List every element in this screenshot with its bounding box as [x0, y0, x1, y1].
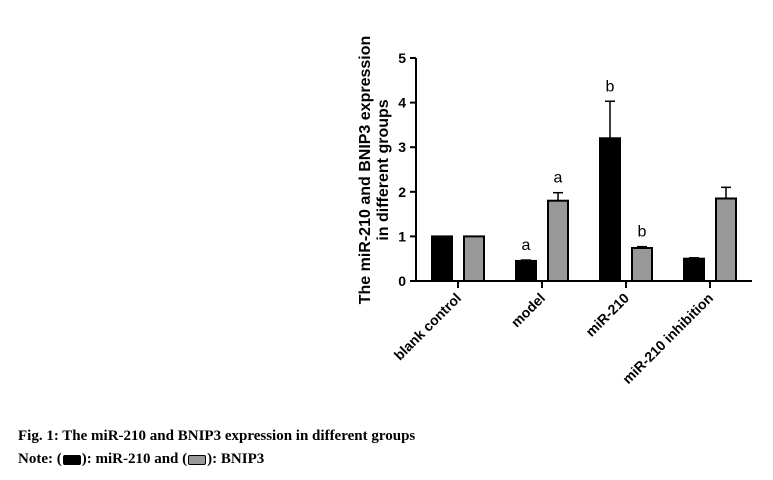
- bar-bnip3: [715, 197, 737, 283]
- note-prefix: Note: (: [18, 451, 62, 467]
- bar-mir-210: [683, 257, 705, 283]
- note-mid2: ): BNIP3: [207, 451, 265, 467]
- y-axis-label: The miR-210 and BNIP3 expression in diffe…: [357, 36, 392, 305]
- bar-bnip3: [547, 199, 569, 282]
- y-axis-label-line: The miR-210 and BNIP3 expression: [357, 36, 374, 305]
- bar-bnip3: [631, 246, 653, 283]
- note-mid1: ): miR-210 and (: [81, 451, 188, 467]
- significance-label: b: [638, 224, 647, 241]
- x-tick-label: miR-210: [582, 290, 632, 340]
- x-tick-label: blank control: [391, 290, 464, 363]
- x-tick-label: model: [508, 290, 548, 330]
- figure-caption-note: Note: ( ): miR-210 and ( ): BNIP3: [18, 451, 264, 468]
- significance-label: b: [606, 78, 615, 95]
- y-tick-label: 3: [398, 139, 406, 155]
- bars: a a b b: [431, 78, 737, 283]
- y-tick-label: 2: [398, 184, 406, 200]
- y-tick-label: 4: [398, 95, 406, 111]
- y-tick-label: 0: [398, 273, 406, 289]
- y-tick-label: 1: [398, 228, 406, 244]
- bar-mir-210: [515, 259, 537, 282]
- bar-bnip3: [463, 235, 485, 282]
- figure-caption-title: Fig. 1: The miR-210 and BNIP3 expression…: [18, 428, 416, 444]
- significance-label: a: [522, 237, 531, 254]
- bar-chart: The miR-210 and BNIP3 expression in diffe…: [357, 36, 752, 387]
- x-tick-label: miR-210 inhibition: [619, 290, 716, 387]
- legend-swatch-bnip3: [188, 454, 207, 465]
- bar-mir-210: [599, 137, 621, 282]
- y-axis-label-line: in different groups: [375, 99, 392, 240]
- bar-mir-210: [431, 235, 453, 282]
- y-tick-label: 5: [398, 50, 406, 66]
- significance-label: a: [554, 170, 563, 187]
- legend-swatch-mir210: [62, 454, 81, 465]
